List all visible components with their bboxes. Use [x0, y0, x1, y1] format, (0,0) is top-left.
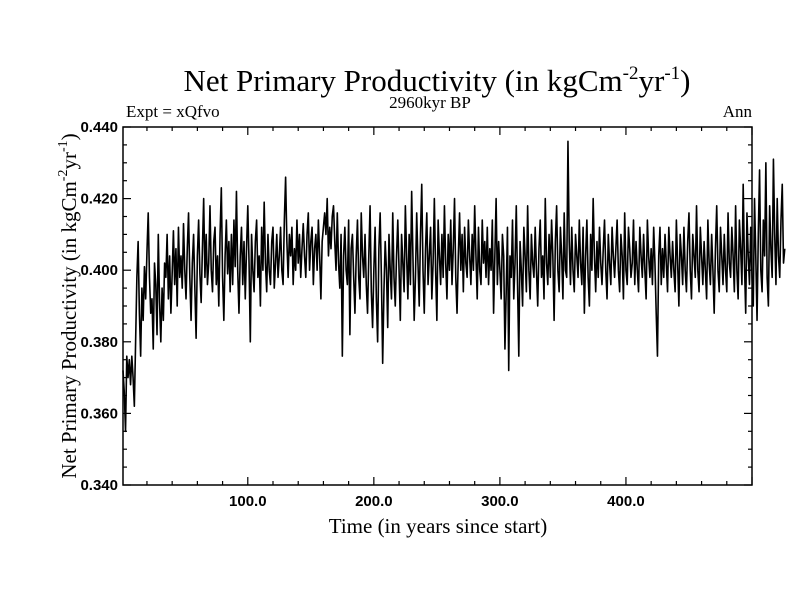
- chart-title-sup2: -1: [664, 63, 680, 84]
- y-axis-label-main: Net Primary Productivity (in kgCm: [57, 181, 81, 478]
- y-tick-label: 0.340: [80, 477, 118, 494]
- x-axis-label: Time (in years since start): [329, 514, 548, 538]
- chart-title-end: ): [680, 63, 690, 98]
- chart-title: Net Primary Productivity (in kgCm-2yr-1): [184, 63, 691, 98]
- y-axis-label-sup2: -1: [56, 140, 71, 152]
- y-tick-label: 0.360: [80, 405, 118, 422]
- chart-title-sup1: -2: [623, 63, 639, 84]
- y-tick-label: 0.420: [80, 191, 118, 208]
- y-axis-label: Net Primary Productivity (in kgCm-2yr-1): [56, 133, 81, 478]
- y-axis-label-end: ): [57, 133, 81, 140]
- y-tick-label: 0.440: [80, 119, 118, 136]
- y-tick-label: 0.400: [80, 262, 118, 279]
- subtitle-experiment: Expt = xQfvo: [126, 102, 220, 121]
- x-tick-label: 100.0: [229, 493, 267, 510]
- y-tick-label: 0.380: [80, 334, 118, 351]
- x-tick-label: 400.0: [607, 493, 645, 510]
- y-axis-ticks: 0.340 0.360 0.380 0.400 0.420 0.440: [80, 119, 752, 494]
- y-axis-label-sup1: -2: [56, 170, 71, 182]
- chart-title-main: Net Primary Productivity (in kgCm: [184, 63, 623, 98]
- chart-title-mid: yr: [638, 63, 665, 98]
- x-tick-label: 300.0: [481, 493, 519, 510]
- x-axis-ticks: 100.0 200.0 300.0 400.0: [146, 127, 753, 510]
- subtitle-period: 2960kyr BP: [389, 93, 471, 112]
- npp-series-line: [122, 140, 786, 433]
- x-tick-label: 200.0: [355, 493, 393, 510]
- subtitle-season: Ann: [723, 102, 753, 121]
- y-axis-label-mid: yr: [57, 152, 81, 170]
